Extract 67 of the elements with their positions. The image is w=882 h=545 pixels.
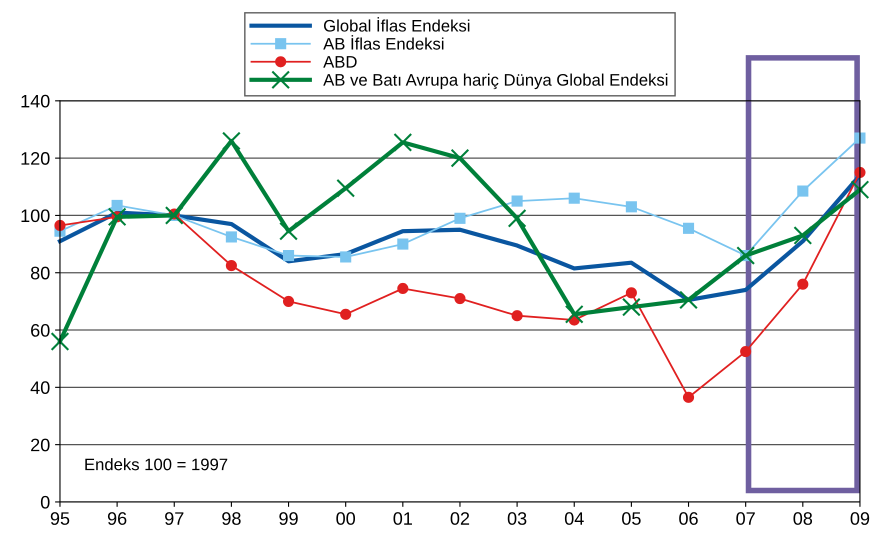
point (797, 186, 808, 197)
point (679, 290, 698, 310)
point (564, 304, 584, 324)
x-tick-label: 09 (850, 512, 870, 525)
point (682, 392, 694, 403)
x-tick-label: 97 (165, 512, 184, 525)
point (279, 222, 298, 241)
point (54, 220, 66, 232)
point (568, 192, 580, 204)
y-tick-label: 80 (30, 266, 50, 280)
x-tick-label: 02 (450, 512, 470, 525)
y-tick-label: 100 (22, 209, 50, 222)
point (512, 310, 523, 322)
legend-label: AB İflas Endeksi (323, 35, 444, 50)
point (626, 287, 637, 298)
y-tick-label: 20 (31, 438, 50, 452)
x-tick-label: 98 (222, 512, 241, 525)
y-tick-label: 0 (40, 496, 50, 509)
x-tick-label: 05 (622, 512, 641, 525)
legend-label: ABD (323, 56, 357, 68)
point (736, 246, 756, 265)
point (854, 166, 866, 178)
point (282, 296, 294, 307)
point (797, 278, 808, 290)
legend-label: AB ve Batı Avrupa hariç Dünya Global Endeksi (323, 74, 668, 90)
y-tick-label: 60 (31, 324, 50, 337)
annotation: Endeks 100 = 1997 (85, 458, 228, 470)
point (454, 212, 466, 224)
point (108, 207, 126, 226)
point (740, 346, 752, 358)
x-tick-label: 01 (393, 512, 412, 525)
point (164, 206, 184, 225)
y-tick-label: 140 (22, 94, 50, 108)
point (626, 201, 637, 212)
point (454, 292, 466, 304)
y-tick-label: 40 (30, 381, 50, 394)
point (397, 238, 408, 250)
point (397, 282, 408, 294)
x-tick-label: 04 (564, 512, 584, 525)
legend-label: Global İflas Endeksi (324, 17, 470, 32)
y-tick-label: 120 (22, 152, 50, 165)
point (340, 251, 352, 263)
point (850, 180, 870, 200)
x-tick-label: 08 (793, 512, 812, 525)
point (282, 250, 294, 262)
point (112, 200, 123, 211)
x-tick-label: 96 (108, 512, 126, 525)
point (340, 308, 352, 320)
x-tick-label: 07 (736, 512, 755, 525)
point (854, 132, 866, 144)
x-tick-label: 03 (508, 512, 526, 525)
point (50, 332, 70, 351)
point (682, 222, 694, 234)
point (222, 132, 241, 150)
x-tick-label: 99 (279, 512, 298, 525)
x-tick-label: 95 (50, 512, 70, 525)
point (336, 178, 356, 198)
point (793, 226, 812, 245)
x-tick-label: 00 (336, 512, 356, 525)
point (226, 260, 237, 272)
point (393, 132, 412, 152)
point (226, 231, 237, 242)
x-tick-label: 06 (679, 512, 698, 525)
point (508, 208, 526, 228)
point (622, 298, 641, 316)
point (512, 196, 523, 207)
point (450, 148, 470, 168)
